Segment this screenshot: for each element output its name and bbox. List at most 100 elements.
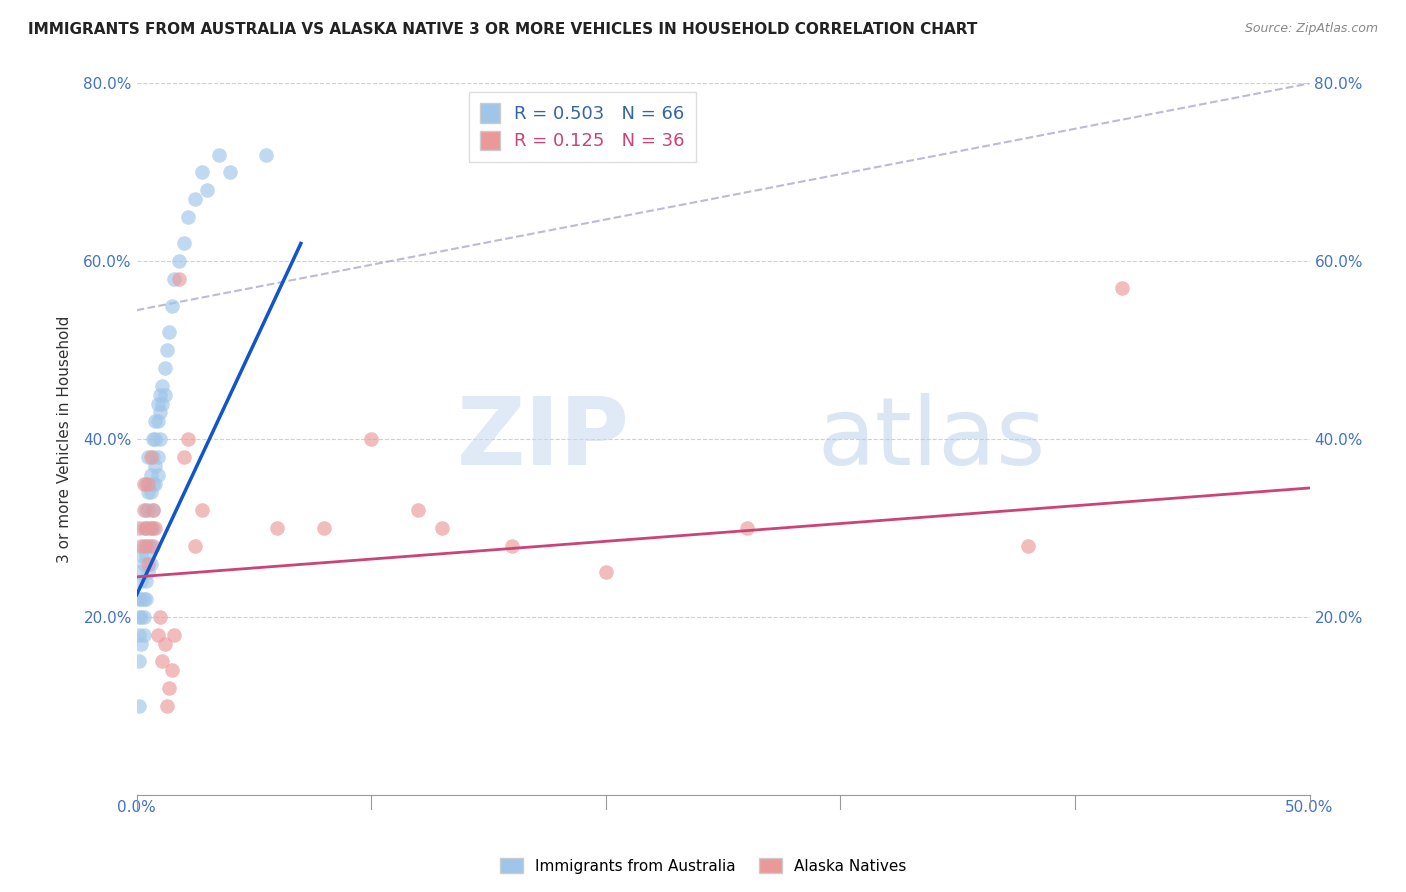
Point <box>163 272 186 286</box>
Point <box>135 539 157 553</box>
Point <box>128 610 150 624</box>
Point <box>145 476 167 491</box>
Point <box>128 566 150 580</box>
Point <box>149 432 172 446</box>
Point <box>135 574 157 589</box>
Point <box>501 539 523 553</box>
Point <box>131 548 153 562</box>
Point <box>146 467 169 482</box>
Point <box>266 521 288 535</box>
Point <box>128 521 150 535</box>
Point <box>177 432 200 446</box>
Point <box>160 663 183 677</box>
Point <box>430 521 453 535</box>
Point <box>138 485 160 500</box>
Text: IMMIGRANTS FROM AUSTRALIA VS ALASKA NATIVE 3 OR MORE VEHICLES IN HOUSEHOLD CORRE: IMMIGRANTS FROM AUSTRALIA VS ALASKA NATI… <box>28 22 977 37</box>
Point <box>142 503 165 517</box>
Point <box>149 610 172 624</box>
Point <box>159 681 181 695</box>
Point <box>160 299 183 313</box>
Point <box>208 147 231 161</box>
Point <box>138 476 160 491</box>
Point <box>132 610 155 624</box>
Point <box>135 548 157 562</box>
Point <box>184 192 207 206</box>
Point <box>135 521 157 535</box>
Point <box>153 387 176 401</box>
Point <box>139 521 162 535</box>
Point <box>128 592 150 607</box>
Y-axis label: 3 or more Vehicles in Household: 3 or more Vehicles in Household <box>58 316 72 563</box>
Point <box>135 503 157 517</box>
Point <box>139 467 162 482</box>
Point <box>156 343 179 358</box>
Point <box>173 450 195 464</box>
Point <box>156 698 179 713</box>
Point <box>167 254 190 268</box>
Point <box>139 485 162 500</box>
Text: ZIP: ZIP <box>457 393 630 485</box>
Point <box>145 414 167 428</box>
Point <box>184 539 207 553</box>
Point <box>132 476 155 491</box>
Point <box>153 360 176 375</box>
Point <box>145 432 167 446</box>
Point <box>132 503 155 517</box>
Point <box>177 210 200 224</box>
Point <box>132 557 155 571</box>
Text: Source: ZipAtlas.com: Source: ZipAtlas.com <box>1244 22 1378 36</box>
Point <box>167 272 190 286</box>
Point <box>142 503 165 517</box>
Point <box>145 521 167 535</box>
Point <box>142 521 165 535</box>
Point <box>131 574 153 589</box>
Point <box>595 566 617 580</box>
Point <box>173 236 195 251</box>
Point <box>735 521 758 535</box>
Point <box>138 539 160 553</box>
Point <box>314 521 336 535</box>
Point <box>131 539 153 553</box>
Point <box>142 432 165 446</box>
Point <box>139 539 162 553</box>
Point <box>128 698 150 713</box>
Point <box>131 610 153 624</box>
Point <box>139 521 162 535</box>
Point <box>149 387 172 401</box>
Legend: R = 0.503   N = 66, R = 0.125   N = 36: R = 0.503 N = 66, R = 0.125 N = 36 <box>468 92 696 162</box>
Point <box>360 432 382 446</box>
Point <box>219 165 242 179</box>
Point <box>254 147 277 161</box>
Point <box>132 521 155 535</box>
Point <box>131 592 153 607</box>
Point <box>138 566 160 580</box>
Point <box>191 165 214 179</box>
Point <box>146 450 169 464</box>
Point <box>128 628 150 642</box>
Point <box>142 450 165 464</box>
Point <box>131 636 153 650</box>
Point <box>139 450 162 464</box>
Point <box>195 183 218 197</box>
Text: atlas: atlas <box>817 393 1045 485</box>
Point <box>145 458 167 473</box>
Point <box>135 592 157 607</box>
Legend: Immigrants from Australia, Alaska Natives: Immigrants from Australia, Alaska Native… <box>494 852 912 880</box>
Point <box>146 414 169 428</box>
Point <box>152 378 174 392</box>
Point <box>1111 281 1133 295</box>
Point <box>152 654 174 668</box>
Point <box>138 503 160 517</box>
Point <box>138 557 160 571</box>
Point <box>128 654 150 668</box>
Point <box>1017 539 1039 553</box>
Point <box>153 636 176 650</box>
Point <box>146 396 169 410</box>
Point <box>149 405 172 419</box>
Point <box>135 476 157 491</box>
Point <box>146 628 169 642</box>
Point <box>152 396 174 410</box>
Point <box>138 450 160 464</box>
Point <box>132 539 155 553</box>
Point <box>139 557 162 571</box>
